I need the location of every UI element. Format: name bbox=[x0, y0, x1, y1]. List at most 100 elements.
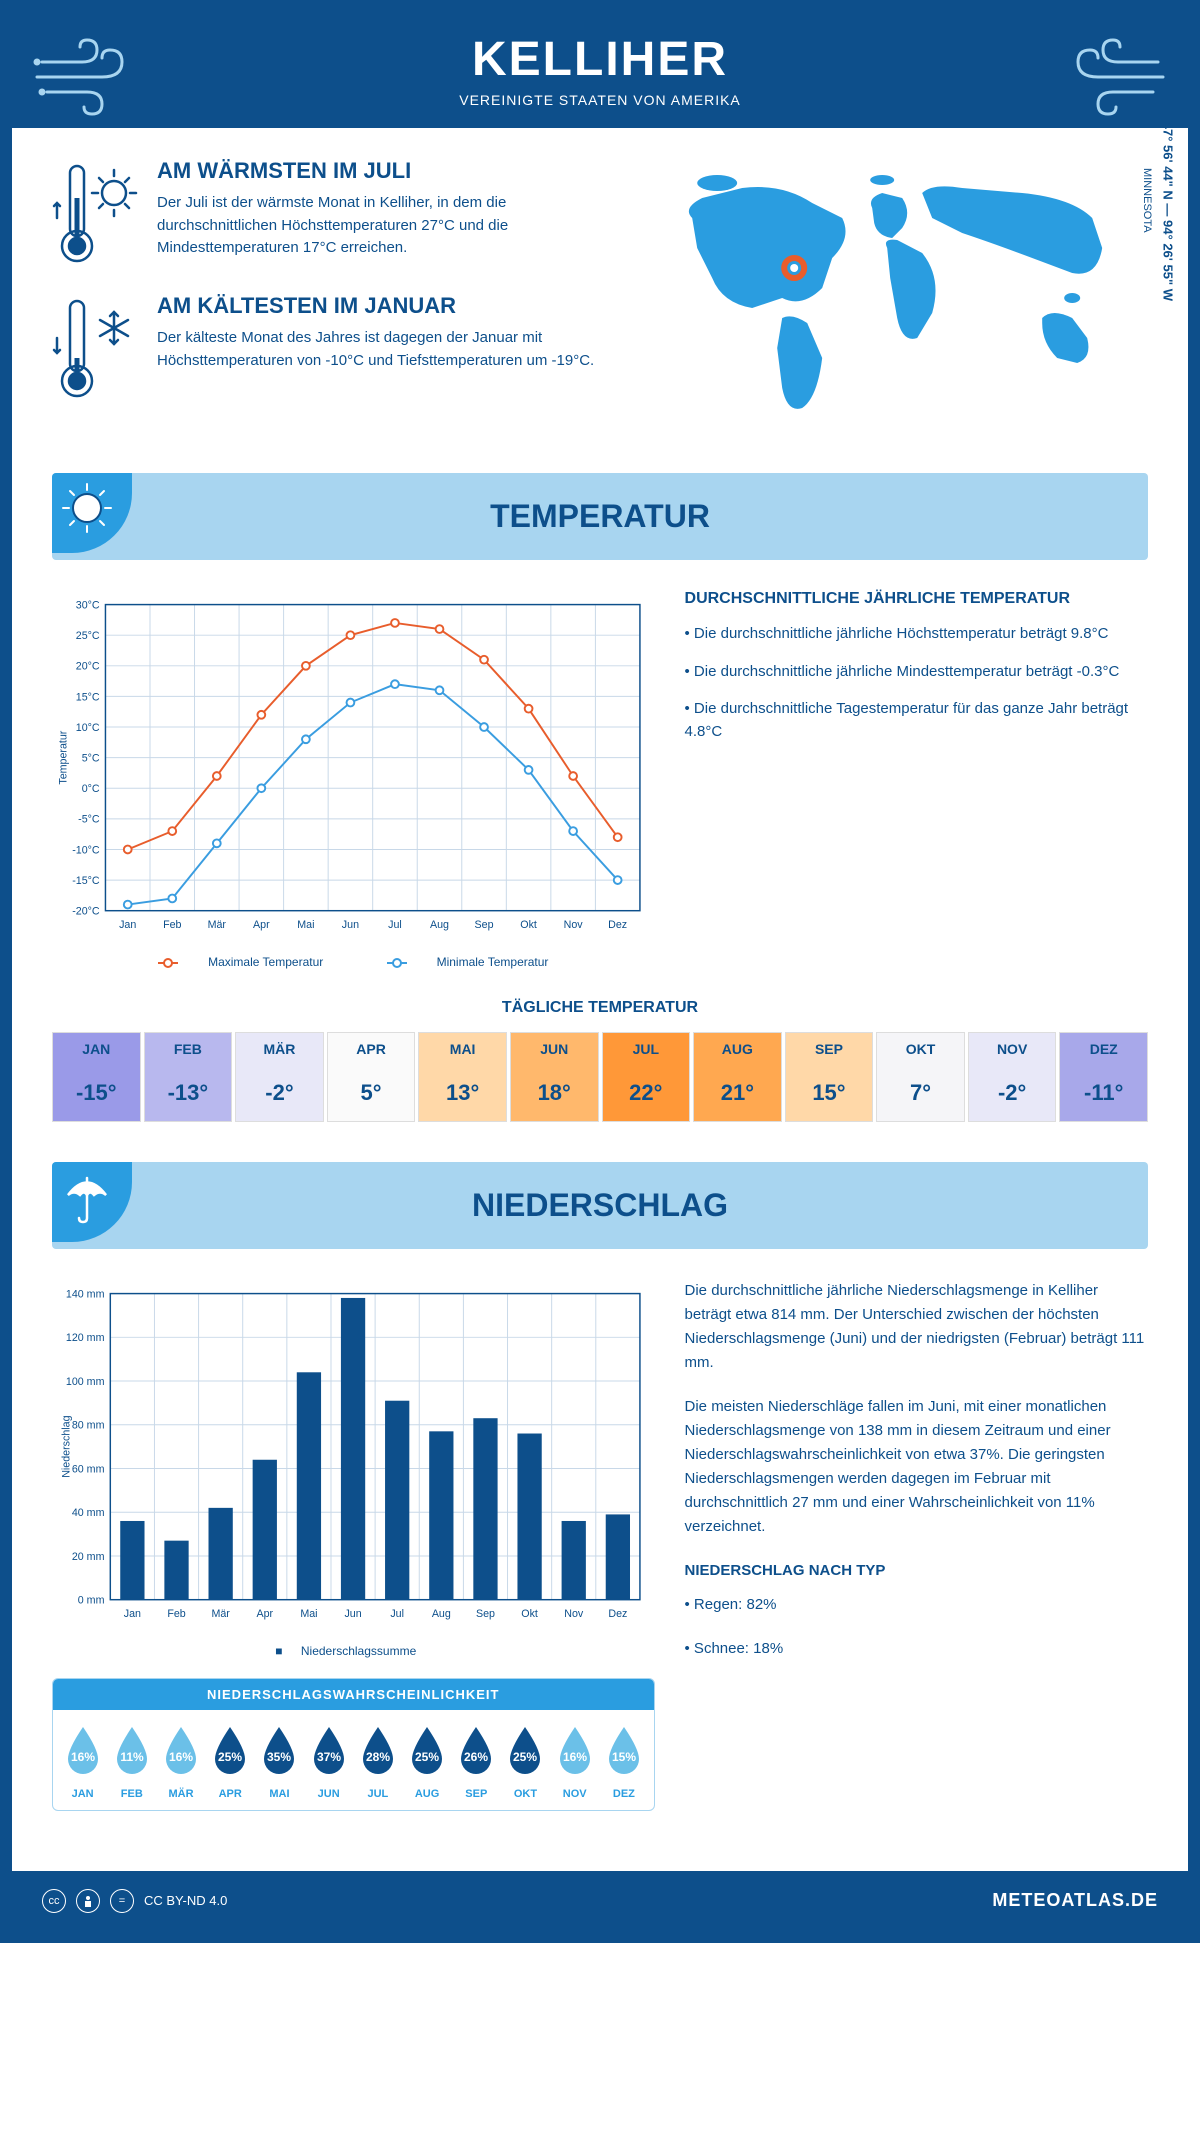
svg-text:Jun: Jun bbox=[344, 1608, 361, 1620]
probability-cell: 28% JUL bbox=[353, 1725, 402, 1800]
svg-text:Jul: Jul bbox=[390, 1608, 404, 1620]
precipitation-chart-container: 0 mm20 mm40 mm60 mm80 mm100 mm120 mm140 … bbox=[52, 1279, 655, 1811]
svg-text:Feb: Feb bbox=[163, 919, 181, 931]
svg-text:-15°C: -15°C bbox=[72, 875, 100, 887]
raindrop-icon: 11% bbox=[111, 1725, 153, 1777]
svg-text:Apr: Apr bbox=[253, 919, 270, 931]
raindrop-icon: 25% bbox=[209, 1725, 251, 1777]
raindrop-icon: 35% bbox=[258, 1725, 300, 1777]
precipitation-text: Die durchschnittliche jährliche Niedersc… bbox=[685, 1279, 1148, 1811]
temperature-legend: Maximale Temperatur Minimale Temperatur bbox=[52, 955, 655, 969]
probability-title: NIEDERSCHLAGSWAHRSCHEINLICHKEIT bbox=[53, 1679, 654, 1710]
raindrop-icon: 16% bbox=[160, 1725, 202, 1777]
raindrop-icon: 25% bbox=[504, 1725, 546, 1777]
temperature-line-chart: -20°C-15°C-10°C-5°C0°C5°C10°C15°C20°C25°… bbox=[52, 590, 655, 940]
svg-text:140 mm: 140 mm bbox=[66, 1288, 105, 1300]
probability-cell: 11% FEB bbox=[107, 1725, 156, 1800]
daily-cell: JUN 18° bbox=[510, 1032, 599, 1122]
thermometer-cold-icon bbox=[52, 293, 142, 403]
nd-icon: = bbox=[110, 1889, 134, 1913]
svg-text:Mai: Mai bbox=[297, 919, 314, 931]
svg-text:Jan: Jan bbox=[119, 919, 136, 931]
precip-type-snow: • Schnee: 18% bbox=[685, 1637, 1148, 1661]
svg-text:Feb: Feb bbox=[167, 1608, 185, 1620]
svg-text:-10°C: -10°C bbox=[72, 844, 100, 856]
daily-cell: JAN -15° bbox=[52, 1032, 141, 1122]
daily-cell: NOV -2° bbox=[968, 1032, 1057, 1122]
svg-text:15%: 15% bbox=[612, 1750, 636, 1764]
legend-max-label: Maximale Temperatur bbox=[208, 955, 323, 969]
probability-cell: 15% DEZ bbox=[599, 1725, 648, 1800]
license-text: CC BY-ND 4.0 bbox=[144, 1893, 227, 1908]
daily-cell: OKT 7° bbox=[876, 1032, 965, 1122]
precip-text-p2: Die meisten Niederschläge fallen im Juni… bbox=[685, 1395, 1148, 1539]
svg-text:Jun: Jun bbox=[342, 919, 359, 931]
legend-min-label: Minimale Temperatur bbox=[437, 955, 549, 969]
daily-cell: AUG 21° bbox=[693, 1032, 782, 1122]
svg-text:60 mm: 60 mm bbox=[72, 1463, 105, 1475]
content: AM WÄRMSTEN IM JULI Der Juli ist der wär… bbox=[12, 128, 1188, 1871]
probability-cell: 25% AUG bbox=[402, 1725, 451, 1800]
raindrop-icon: 25% bbox=[406, 1725, 448, 1777]
daily-cell: MÄR -2° bbox=[235, 1032, 324, 1122]
coordinates: 47° 56' 44" N — 94° 26' 55" W bbox=[1161, 121, 1176, 300]
state-label: MINNESOTA bbox=[1141, 168, 1153, 233]
precip-type-heading: NIEDERSCHLAG NACH TYP bbox=[685, 1559, 1148, 1583]
svg-text:0 mm: 0 mm bbox=[78, 1594, 105, 1606]
svg-text:0°C: 0°C bbox=[82, 783, 100, 795]
coldest-title: AM KÄLTESTEN IM JANUAR bbox=[157, 293, 616, 319]
raindrop-icon: 15% bbox=[603, 1725, 645, 1777]
probability-cell: 37% JUN bbox=[304, 1725, 353, 1800]
precipitation-legend: ■ Niederschlagssumme bbox=[52, 1644, 655, 1658]
svg-text:16%: 16% bbox=[563, 1750, 587, 1764]
probability-cell: 25% OKT bbox=[501, 1725, 550, 1800]
svg-text:30°C: 30°C bbox=[76, 599, 100, 611]
daily-temp-title: TÄGLICHE TEMPERATUR bbox=[52, 999, 1148, 1017]
header: KELLIHER VEREINIGTE STAATEN VON AMERIKA bbox=[12, 12, 1188, 128]
svg-text:Aug: Aug bbox=[432, 1608, 451, 1620]
svg-text:28%: 28% bbox=[366, 1750, 390, 1764]
daily-cell: JUL 22° bbox=[602, 1032, 691, 1122]
intro-text-column: AM WÄRMSTEN IM JULI Der Juli ist der wär… bbox=[52, 158, 616, 443]
svg-text:Mär: Mär bbox=[208, 919, 227, 931]
umbrella-icon bbox=[60, 1170, 115, 1225]
thermometer-hot-icon bbox=[52, 158, 142, 268]
svg-text:Mai: Mai bbox=[300, 1608, 317, 1620]
probability-cell: 35% MAI bbox=[255, 1725, 304, 1800]
probability-cell: 16% MÄR bbox=[156, 1725, 205, 1800]
svg-text:37%: 37% bbox=[317, 1750, 341, 1764]
raindrop-icon: 26% bbox=[455, 1725, 497, 1777]
svg-text:25%: 25% bbox=[415, 1750, 439, 1764]
svg-text:-5°C: -5°C bbox=[78, 814, 100, 826]
warmest-block: AM WÄRMSTEN IM JULI Der Juli ist der wär… bbox=[52, 158, 616, 268]
temperature-section-header: TEMPERATUR bbox=[52, 473, 1148, 560]
legend-precip-label: Niederschlagssumme bbox=[301, 1644, 416, 1658]
svg-text:80 mm: 80 mm bbox=[72, 1419, 105, 1431]
precipitation-section-header: NIEDERSCHLAG bbox=[52, 1162, 1148, 1249]
precip-text-p1: Die durchschnittliche jährliche Niedersc… bbox=[685, 1279, 1148, 1375]
map-column: MINNESOTA 47° 56' 44" N — 94° 26' 55" W bbox=[636, 158, 1148, 443]
probability-container: NIEDERSCHLAGSWAHRSCHEINLICHKEIT 16% JAN … bbox=[52, 1678, 655, 1811]
svg-text:Okt: Okt bbox=[520, 919, 537, 931]
temp-text-heading: DURCHSCHNITTLICHE JÄHRLICHE TEMPERATUR bbox=[685, 590, 1148, 608]
footer-site: METEOATLAS.DE bbox=[992, 1890, 1158, 1911]
precip-type-rain: • Regen: 82% bbox=[685, 1593, 1148, 1617]
footer: cc = CC BY-ND 4.0 METEOATLAS.DE bbox=[12, 1871, 1188, 1931]
svg-text:26%: 26% bbox=[464, 1750, 488, 1764]
page-title: KELLIHER bbox=[32, 32, 1168, 87]
svg-text:100 mm: 100 mm bbox=[66, 1376, 105, 1388]
world-map bbox=[636, 158, 1148, 438]
svg-text:-20°C: -20°C bbox=[72, 906, 100, 918]
svg-text:25°C: 25°C bbox=[76, 630, 100, 642]
svg-text:16%: 16% bbox=[71, 1750, 95, 1764]
footer-license: cc = CC BY-ND 4.0 bbox=[42, 1889, 227, 1913]
daily-temp-grid: JAN -15° FEB -13° MÄR -2° APR 5° MAI 13°… bbox=[52, 1032, 1148, 1122]
svg-text:Jan: Jan bbox=[124, 1608, 141, 1620]
probability-cell: 26% SEP bbox=[452, 1725, 501, 1800]
temp-text-p2: • Die durchschnittliche jährliche Mindes… bbox=[685, 661, 1148, 684]
svg-text:Jul: Jul bbox=[388, 919, 402, 931]
svg-text:20 mm: 20 mm bbox=[72, 1551, 105, 1563]
raindrop-icon: 37% bbox=[308, 1725, 350, 1777]
temperature-text: DURCHSCHNITTLICHE JÄHRLICHE TEMPERATUR •… bbox=[685, 590, 1148, 969]
svg-text:Apr: Apr bbox=[256, 1608, 273, 1620]
